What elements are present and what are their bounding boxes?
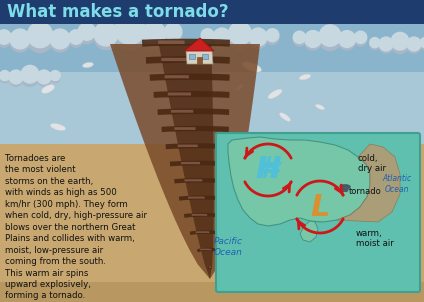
- Ellipse shape: [243, 62, 262, 72]
- Text: tornado: tornado: [349, 187, 382, 195]
- Circle shape: [50, 29, 70, 49]
- Circle shape: [201, 31, 214, 44]
- Circle shape: [391, 32, 409, 50]
- Text: warm,
moist air: warm, moist air: [356, 229, 394, 249]
- Bar: [202, 54, 208, 59]
- Circle shape: [94, 26, 118, 50]
- Polygon shape: [110, 44, 260, 279]
- Text: L: L: [310, 192, 330, 221]
- Bar: [0, 0, 424, 72]
- Circle shape: [319, 25, 341, 46]
- Circle shape: [293, 31, 306, 43]
- Text: Tornadoes are
the most violent
storms on the earth,
with winds as high as 500
km: Tornadoes are the most violent storms on…: [5, 154, 147, 300]
- Circle shape: [21, 69, 39, 86]
- Ellipse shape: [268, 89, 282, 99]
- Circle shape: [407, 39, 421, 53]
- Bar: [0, 0, 424, 24]
- Circle shape: [266, 31, 279, 44]
- Text: Atlantic
Ocean: Atlantic Ocean: [382, 174, 412, 194]
- Circle shape: [10, 32, 30, 52]
- Circle shape: [354, 34, 367, 46]
- Ellipse shape: [42, 85, 55, 93]
- Circle shape: [319, 29, 341, 50]
- Circle shape: [78, 23, 95, 40]
- Circle shape: [201, 29, 214, 42]
- Polygon shape: [228, 137, 370, 226]
- Ellipse shape: [299, 74, 311, 80]
- Ellipse shape: [50, 124, 66, 130]
- Circle shape: [50, 73, 60, 83]
- Circle shape: [407, 37, 421, 51]
- Circle shape: [293, 34, 306, 46]
- Circle shape: [339, 33, 355, 50]
- Circle shape: [266, 29, 279, 42]
- Circle shape: [37, 72, 51, 86]
- Circle shape: [213, 31, 231, 49]
- Circle shape: [0, 73, 10, 83]
- Ellipse shape: [315, 104, 325, 110]
- Text: cold,
dry air: cold, dry air: [358, 154, 386, 173]
- Circle shape: [339, 31, 355, 47]
- Circle shape: [304, 33, 321, 50]
- Circle shape: [142, 26, 166, 50]
- Circle shape: [229, 22, 251, 45]
- Circle shape: [0, 33, 11, 47]
- Circle shape: [115, 14, 145, 44]
- Circle shape: [50, 71, 60, 81]
- Circle shape: [165, 23, 182, 40]
- Ellipse shape: [83, 62, 93, 68]
- Circle shape: [354, 31, 367, 43]
- Circle shape: [165, 27, 182, 44]
- Circle shape: [9, 72, 23, 86]
- Circle shape: [379, 37, 393, 51]
- Circle shape: [420, 40, 424, 50]
- Circle shape: [370, 40, 380, 50]
- Text: #: #: [257, 156, 279, 185]
- Circle shape: [142, 22, 166, 46]
- Circle shape: [370, 37, 380, 48]
- Circle shape: [78, 27, 95, 44]
- Circle shape: [69, 30, 83, 44]
- Circle shape: [249, 31, 267, 49]
- Circle shape: [229, 27, 251, 49]
- Text: H: H: [255, 156, 281, 185]
- Circle shape: [213, 28, 231, 46]
- Polygon shape: [300, 221, 318, 242]
- Circle shape: [94, 22, 118, 46]
- Circle shape: [9, 70, 23, 84]
- Circle shape: [304, 31, 321, 47]
- Circle shape: [249, 28, 267, 46]
- Polygon shape: [337, 144, 400, 222]
- Polygon shape: [159, 44, 214, 279]
- Polygon shape: [184, 38, 214, 51]
- Bar: [0, 282, 424, 302]
- Circle shape: [379, 39, 393, 53]
- Circle shape: [69, 33, 83, 47]
- Text: What makes a tornado?: What makes a tornado?: [7, 3, 229, 21]
- Text: Pacific
Ocean: Pacific Ocean: [214, 237, 243, 257]
- Circle shape: [28, 27, 53, 53]
- Circle shape: [0, 71, 10, 81]
- Circle shape: [10, 29, 30, 49]
- Ellipse shape: [236, 83, 244, 91]
- Circle shape: [28, 22, 53, 48]
- Bar: [0, 144, 424, 302]
- Polygon shape: [186, 51, 213, 64]
- Bar: [197, 57, 202, 64]
- Circle shape: [391, 36, 409, 53]
- Circle shape: [0, 30, 11, 44]
- Circle shape: [115, 20, 145, 50]
- Bar: [0, 72, 424, 147]
- Circle shape: [37, 70, 51, 84]
- FancyBboxPatch shape: [216, 133, 420, 292]
- Circle shape: [50, 32, 70, 52]
- Ellipse shape: [279, 113, 290, 121]
- Circle shape: [21, 65, 39, 83]
- Bar: [189, 54, 195, 59]
- Circle shape: [420, 37, 424, 48]
